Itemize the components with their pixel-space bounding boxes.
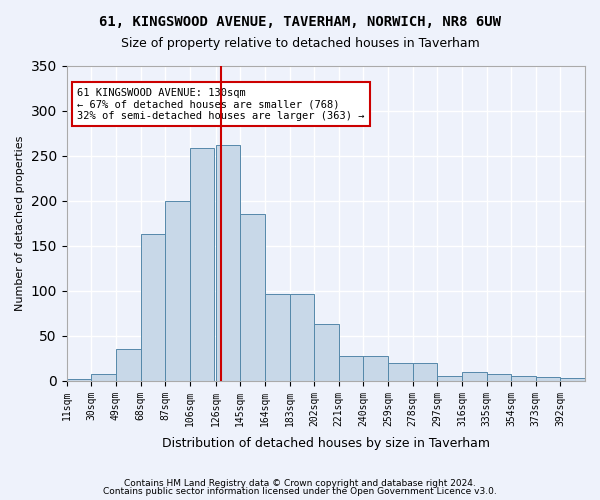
Bar <box>240 214 265 381</box>
Text: Contains public sector information licensed under the Open Government Licence v3: Contains public sector information licen… <box>103 487 497 496</box>
Bar <box>364 356 388 381</box>
Bar <box>487 374 511 381</box>
Bar <box>536 378 560 381</box>
X-axis label: Distribution of detached houses by size in Taverham: Distribution of detached houses by size … <box>162 437 490 450</box>
Bar <box>388 363 413 381</box>
Bar <box>165 200 190 381</box>
Text: 61, KINGSWOOD AVENUE, TAVERHAM, NORWICH, NR8 6UW: 61, KINGSWOOD AVENUE, TAVERHAM, NORWICH,… <box>99 15 501 29</box>
Bar <box>437 376 462 381</box>
Bar <box>511 376 536 381</box>
Bar <box>290 294 314 381</box>
Bar <box>339 356 364 381</box>
Bar <box>140 234 165 381</box>
Bar <box>560 378 585 381</box>
Bar <box>413 363 437 381</box>
Bar <box>67 379 91 381</box>
Bar <box>116 350 140 381</box>
Text: Contains HM Land Registry data © Crown copyright and database right 2024.: Contains HM Land Registry data © Crown c… <box>124 478 476 488</box>
Bar <box>462 372 487 381</box>
Text: 61 KINGSWOOD AVENUE: 130sqm
← 67% of detached houses are smaller (768)
32% of se: 61 KINGSWOOD AVENUE: 130sqm ← 67% of det… <box>77 88 365 121</box>
Bar <box>190 148 214 381</box>
Text: Size of property relative to detached houses in Taverham: Size of property relative to detached ho… <box>121 38 479 51</box>
Y-axis label: Number of detached properties: Number of detached properties <box>15 136 25 311</box>
Bar <box>215 145 240 381</box>
Bar <box>314 324 339 381</box>
Bar <box>265 294 290 381</box>
Bar <box>91 374 116 381</box>
